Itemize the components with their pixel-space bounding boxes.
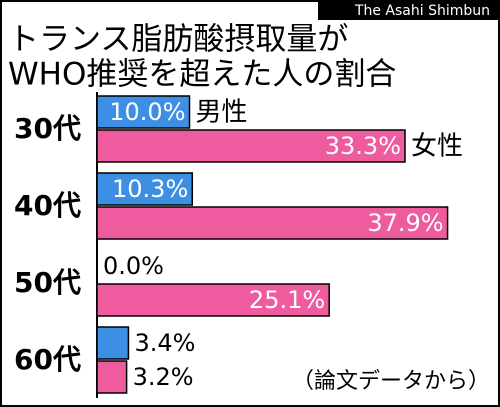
bar	[96, 172, 194, 206]
bar	[96, 206, 449, 240]
bar	[96, 283, 330, 317]
value-label: 37.9%	[367, 209, 443, 237]
category-label: 50代	[14, 266, 81, 299]
bar	[96, 326, 130, 360]
bar	[96, 95, 191, 129]
value-label: 0.0%	[103, 252, 164, 280]
value-label: 3.4%	[134, 329, 195, 357]
credit-band	[318, 0, 500, 20]
bar	[96, 129, 406, 163]
category-label: 40代	[14, 189, 81, 222]
note: （論文データから）	[292, 369, 490, 394]
value-label: 3.2%	[133, 363, 194, 391]
category-label: 30代	[14, 112, 81, 145]
category-label: 60代	[14, 343, 81, 376]
bar	[96, 360, 128, 394]
legend-label: 男性	[196, 98, 248, 128]
value-label: 10.3%	[112, 175, 188, 203]
credit: The Asahi Shimbun	[354, 3, 490, 19]
value-label: 33.3%	[325, 132, 401, 160]
chart-title: トランス脂肪酸摂取量が	[8, 22, 348, 58]
value-label: 25.1%	[249, 286, 325, 314]
legend-label: 女性	[411, 132, 463, 162]
value-label: 10.0%	[109, 98, 185, 126]
chart-title: WHO推奨を超えた人の割合	[8, 57, 396, 93]
